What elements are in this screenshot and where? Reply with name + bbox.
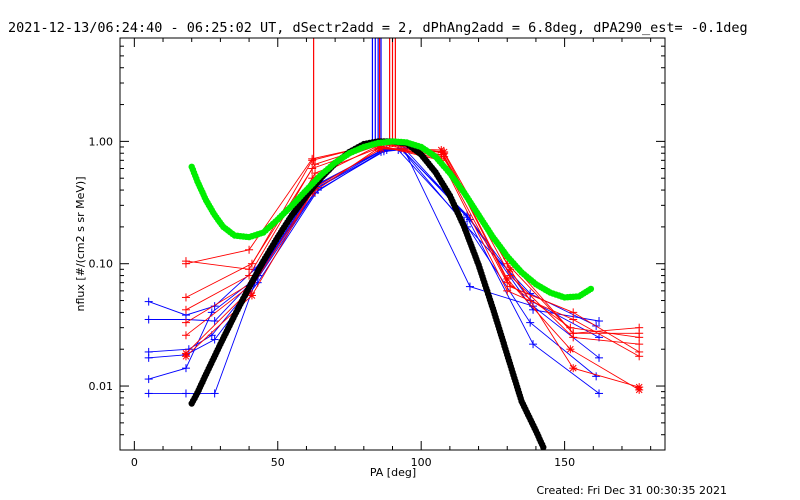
- plus-marker: [529, 340, 538, 349]
- plus-marker: [181, 318, 190, 327]
- plus-marker: [569, 333, 578, 342]
- plus-marker: [184, 345, 193, 354]
- plus-marker: [311, 169, 320, 178]
- star-marker: [503, 274, 512, 283]
- series-line: [148, 149, 597, 377]
- plus-marker: [144, 389, 153, 398]
- plus-marker: [635, 340, 644, 349]
- plus-marker: [144, 315, 153, 324]
- vertical-markers: [313, 38, 396, 165]
- star-marker: [569, 364, 578, 373]
- plus-marker: [210, 317, 219, 326]
- plus-marker: [181, 389, 190, 398]
- plus-marker: [465, 282, 474, 291]
- y-tick-label: 0.01: [89, 380, 114, 393]
- curve-dot: [587, 285, 595, 293]
- plus-marker: [635, 333, 644, 342]
- marker-d2: [506, 265, 514, 273]
- y-tick-label: 0.10: [89, 258, 114, 271]
- marker-d2: [440, 148, 448, 156]
- series-line: [148, 148, 600, 359]
- plus-marker: [181, 331, 190, 340]
- plus-marker: [181, 305, 190, 314]
- data-series: [144, 138, 644, 398]
- green-model-curve: [188, 138, 595, 301]
- plus-marker: [181, 259, 190, 268]
- plus-marker: [595, 317, 604, 326]
- x-tick-label: 150: [554, 456, 575, 469]
- series-line: [148, 147, 600, 394]
- plus-marker: [595, 353, 604, 362]
- x-tick-label: 0: [131, 456, 138, 469]
- plus-marker: [595, 389, 604, 398]
- plus-marker: [569, 315, 578, 324]
- star-marker: [440, 147, 449, 156]
- created-timestamp: Created: Fri Dec 31 00:30:35 2021: [536, 484, 727, 497]
- plus-marker: [181, 293, 190, 302]
- series-line: [185, 144, 640, 338]
- x-tick-label: 50: [271, 456, 285, 469]
- y-axis-label: nflux [#/(cm2 s sr MeV)]: [74, 177, 87, 312]
- marker-d2: [503, 275, 511, 283]
- plus-marker: [210, 335, 219, 344]
- axes: 0 50 100 150 0.01 0.10 1.00: [89, 38, 665, 469]
- marker-d2: [374, 144, 382, 152]
- star-marker: [566, 345, 575, 354]
- plus-marker: [463, 211, 472, 220]
- plus-marker: [311, 160, 320, 169]
- plus-marker: [144, 297, 153, 306]
- chart-title: 2021-12-13/06:24:40 - 06:25:02 UT, dSect…: [8, 20, 748, 36]
- marker-d2: [377, 145, 385, 153]
- plus-marker: [308, 164, 317, 173]
- plus-marker: [569, 308, 578, 317]
- plus-marker: [592, 372, 601, 381]
- star-marker: [635, 383, 644, 392]
- marker-d2: [635, 383, 643, 391]
- plus-marker: [506, 282, 515, 291]
- star-marker: [506, 265, 515, 274]
- black-model-curve: [188, 138, 547, 451]
- marker-d2: [569, 364, 577, 372]
- plus-marker: [144, 375, 153, 384]
- plus-marker: [181, 364, 190, 373]
- series-line: [185, 143, 640, 334]
- plus-marker: [308, 154, 317, 163]
- marker-d2: [566, 345, 574, 353]
- series-line: [185, 146, 640, 353]
- plus-marker: [526, 318, 535, 327]
- y-tick-label: 1.00: [89, 135, 114, 148]
- marker-d2: [248, 292, 256, 299]
- plus-marker: [503, 286, 512, 295]
- plus-marker: [635, 352, 644, 361]
- x-tick-label: 100: [411, 456, 432, 469]
- plus-marker: [566, 323, 575, 332]
- star-marker: [377, 144, 386, 153]
- x-axis-label: PA [deg]: [370, 466, 416, 479]
- star-marker: [181, 352, 190, 361]
- plus-marker: [247, 259, 256, 268]
- marker-d2: [182, 352, 190, 360]
- model-curves: [188, 138, 595, 451]
- plus-marker: [210, 389, 219, 398]
- plus-marker: [144, 353, 153, 362]
- curve-dot: [540, 444, 547, 451]
- star-marker: [247, 291, 256, 300]
- series-line: [185, 145, 640, 357]
- plus-marker: [210, 302, 219, 311]
- plus-marker: [245, 245, 254, 254]
- plus-marker: [245, 271, 254, 280]
